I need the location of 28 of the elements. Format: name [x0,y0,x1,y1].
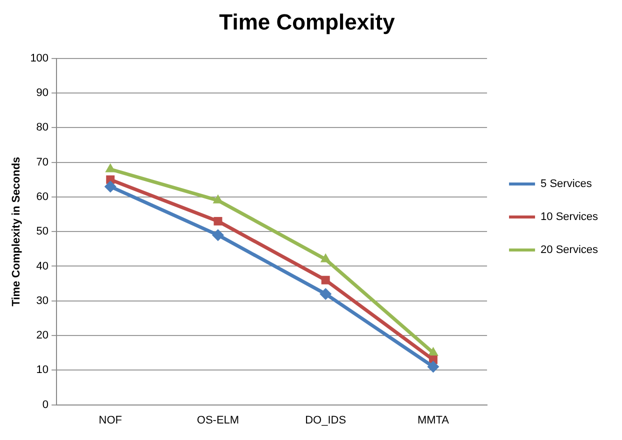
point [214,216,222,226]
x-tick-label: OS-ELM [196,414,240,426]
y-tick-label: 40 [36,260,49,272]
y-tick-label: 50 [36,226,49,238]
y-tick-label: 30 [36,294,49,307]
y-tick-label: 70 [36,156,49,168]
legend-label: 10 Services [540,211,598,224]
y-tick-label: 60 [36,190,49,203]
point [320,253,331,262]
point [427,360,440,373]
x-tick-label: NOF [98,414,122,426]
x-tick-label: MMTA [417,414,450,426]
y-axis-title: Time Complexity in Seconds [10,156,23,306]
y-tick-label: 80 [36,122,49,134]
x-tick-label: DO_IDS [305,414,346,426]
y-tick-label: 0 [42,398,49,411]
legend-label: 20 Services [540,244,598,256]
y-tick-label: 100 [30,52,49,64]
point [105,163,116,172]
y-tick-label: 90 [36,87,49,100]
legend-label: 5 Services [540,178,592,190]
point [320,288,332,300]
point [104,180,116,193]
point [212,229,224,242]
y-tick-label: 20 [36,330,49,342]
chart-title: Time Complexity [219,9,396,34]
point [321,276,330,284]
y-tick-label: 10 [36,364,49,376]
